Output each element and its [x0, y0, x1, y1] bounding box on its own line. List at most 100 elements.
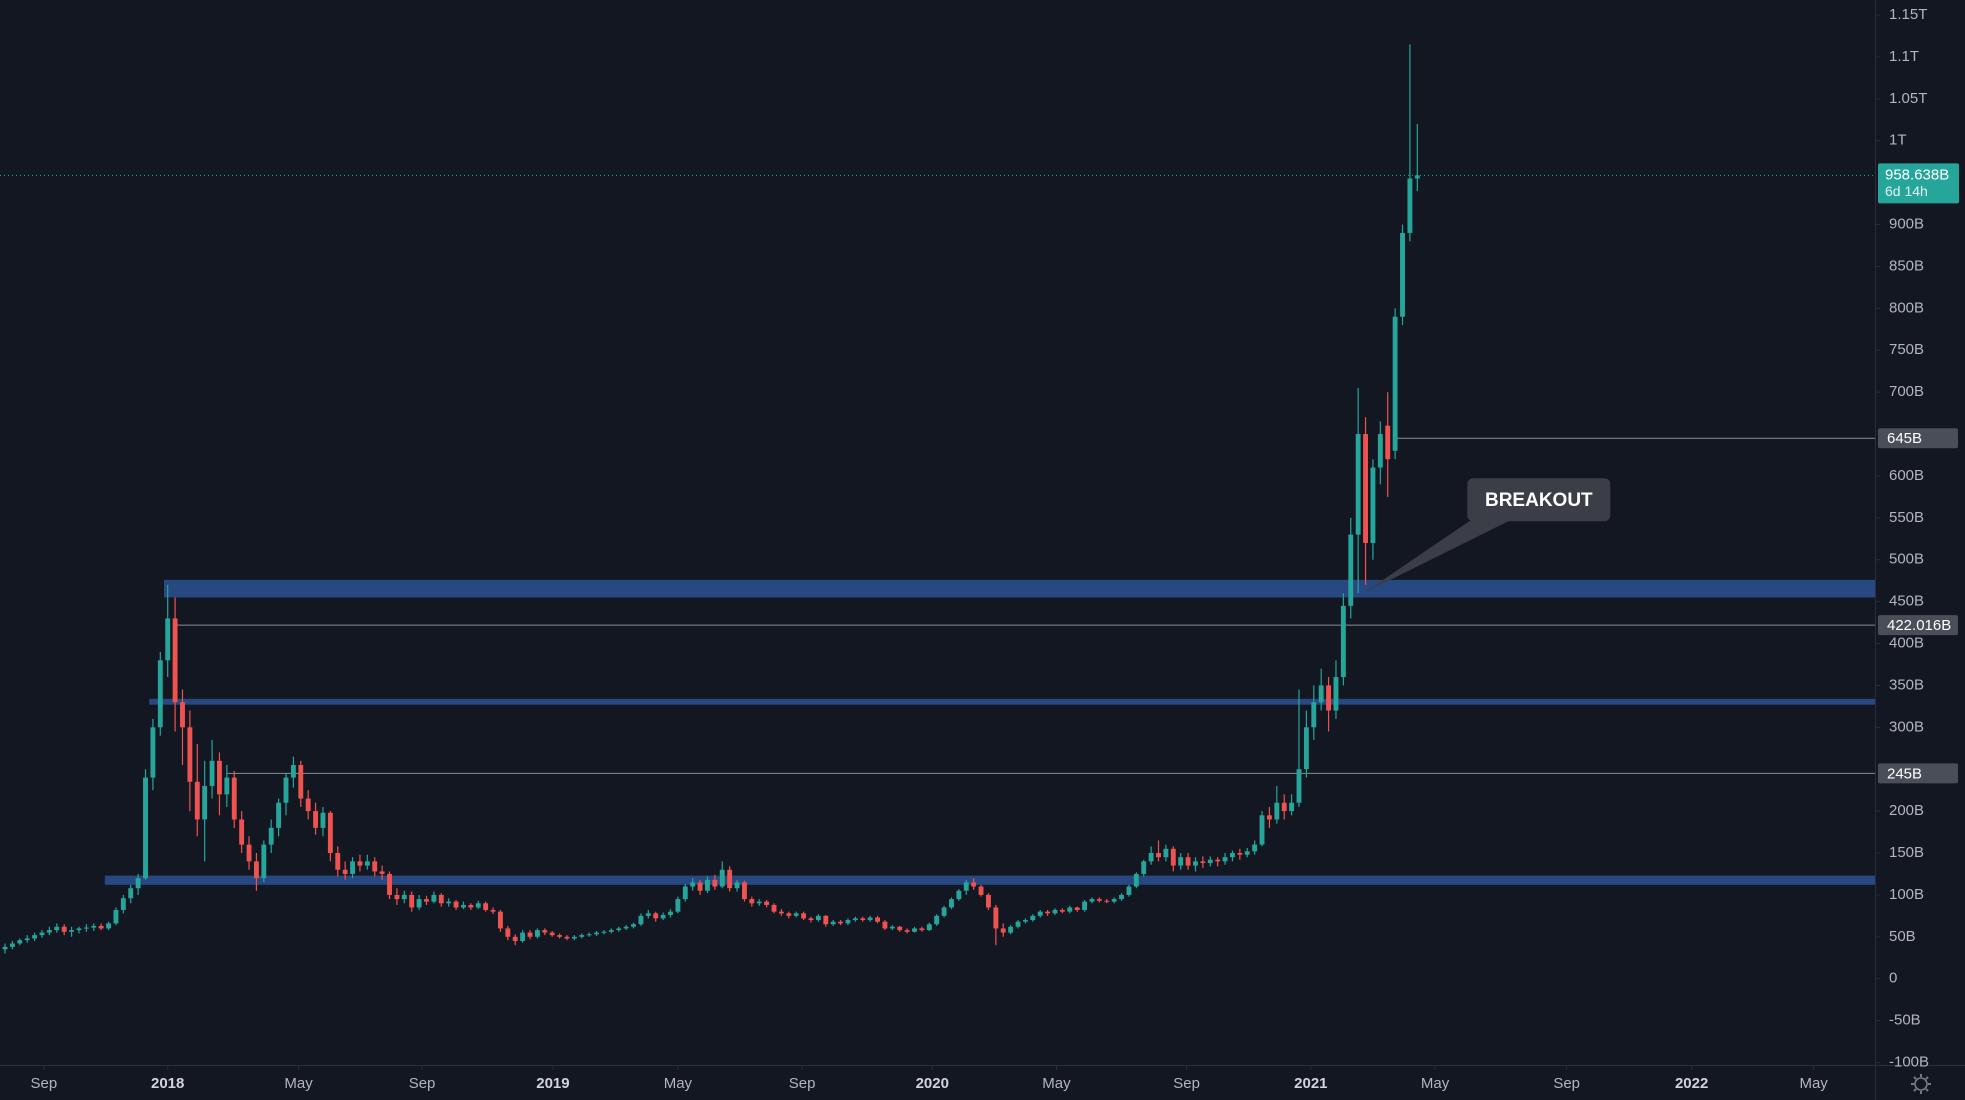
- candle-body: [542, 930, 548, 933]
- candle-body: [1119, 894, 1124, 900]
- candle-body: [350, 861, 355, 874]
- y-tick-label: 0: [1889, 970, 1897, 987]
- candle-body: [786, 913, 792, 916]
- candle-body: [83, 927, 89, 929]
- candle-body: [697, 882, 703, 891]
- candle-body: [1274, 802, 1280, 820]
- candle-body: [246, 844, 252, 862]
- candle-body: [1207, 859, 1213, 864]
- y-tick-label: 1.05T: [1889, 90, 1927, 107]
- candle-body: [276, 802, 282, 828]
- y-tick-label: 1T: [1889, 132, 1907, 149]
- candle-body: [653, 913, 659, 919]
- candle-body: [608, 930, 614, 932]
- candle-body: [1074, 907, 1080, 910]
- candle-body: [594, 932, 599, 935]
- support-zone: [149, 698, 1876, 705]
- candle-body: [1015, 921, 1021, 927]
- x-tick-label: 2020: [916, 1075, 949, 1092]
- y-tick-label: 850B: [1889, 257, 1924, 274]
- candle-body: [1244, 851, 1250, 855]
- candle-body: [483, 903, 489, 910]
- current-price-box: [1878, 163, 1959, 204]
- candle-body: [1008, 926, 1014, 933]
- candle-body: [1259, 815, 1265, 845]
- candle-body: [76, 928, 82, 931]
- candle-body: [98, 925, 104, 929]
- candle-body: [231, 777, 237, 820]
- candle-body: [889, 926, 895, 929]
- candle-body: [446, 901, 452, 904]
- y-tick-label: 700B: [1889, 383, 1924, 400]
- candle-body: [579, 935, 585, 937]
- x-tick-label: Sep: [1173, 1075, 1200, 1092]
- y-tick-label: 750B: [1889, 341, 1924, 358]
- candle-body: [1163, 848, 1169, 858]
- annotation-box: [1467, 478, 1611, 522]
- candle-body: [1200, 861, 1206, 864]
- candle-body: [601, 931, 607, 933]
- candle-body: [882, 921, 888, 929]
- candle-body: [253, 861, 259, 879]
- candle-body: [438, 894, 444, 904]
- candle-body: [520, 932, 526, 941]
- candle-body: [1333, 677, 1339, 711]
- candle-body: [1311, 702, 1317, 728]
- candle-body: [1414, 175, 1420, 179]
- y-tick-label: 100B: [1889, 886, 1924, 903]
- candle-body: [9, 943, 15, 947]
- candle-body: [342, 869, 348, 874]
- candle-body: [1363, 434, 1368, 543]
- candle-body: [157, 660, 163, 728]
- candle-body: [327, 812, 333, 854]
- candle-body: [24, 938, 30, 941]
- candle-body: [468, 904, 474, 908]
- candle-body: [1170, 848, 1176, 866]
- candle-body: [845, 920, 851, 924]
- candle-body: [926, 924, 932, 931]
- candle-body: [912, 928, 917, 932]
- candle-body: [335, 853, 341, 870]
- candle-body: [838, 921, 844, 924]
- x-tick-label: 2019: [536, 1075, 569, 1092]
- level-price-label: 245B: [1887, 765, 1922, 782]
- candle-body: [187, 727, 193, 782]
- support-zone: [104, 875, 1875, 885]
- x-tick-label: May: [664, 1075, 693, 1092]
- candle-body: [682, 886, 688, 900]
- x-tick-label: 2021: [1294, 1075, 1327, 1092]
- candle-body: [387, 873, 392, 895]
- candle-body: [1230, 853, 1235, 858]
- candle-body: [379, 871, 385, 874]
- candle-body: [261, 844, 267, 879]
- candle-body: [756, 901, 762, 904]
- candle-body: [1089, 899, 1095, 902]
- level-price-label: 645B: [1887, 430, 1922, 447]
- candle-body: [734, 882, 740, 889]
- candle-body: [793, 913, 799, 916]
- candle-body: [616, 928, 622, 931]
- level-price-box: [1878, 615, 1958, 636]
- y-tick-label: -50B: [1889, 1012, 1921, 1029]
- candle-body: [660, 915, 666, 919]
- candle-body: [409, 894, 415, 908]
- candle-body: [815, 915, 821, 921]
- candle-body: [61, 926, 67, 932]
- candle-body: [978, 886, 984, 895]
- candle-body: [534, 930, 540, 937]
- candle-body: [867, 917, 873, 921]
- y-tick-label: 450B: [1889, 593, 1924, 610]
- candle-body: [431, 894, 437, 902]
- settings-icon[interactable]: [1911, 1074, 1931, 1094]
- candle-body: [557, 935, 563, 937]
- candle-body: [202, 785, 208, 820]
- candle-body: [290, 765, 296, 778]
- y-tick-label: 400B: [1889, 634, 1924, 651]
- candle-body: [1082, 901, 1088, 910]
- candle-body: [904, 930, 910, 932]
- candle-body: [1126, 886, 1132, 895]
- candle-body: [919, 928, 925, 931]
- candle-body: [1355, 434, 1361, 535]
- y-tick-label: 800B: [1889, 299, 1924, 316]
- candle-body: [1156, 853, 1161, 858]
